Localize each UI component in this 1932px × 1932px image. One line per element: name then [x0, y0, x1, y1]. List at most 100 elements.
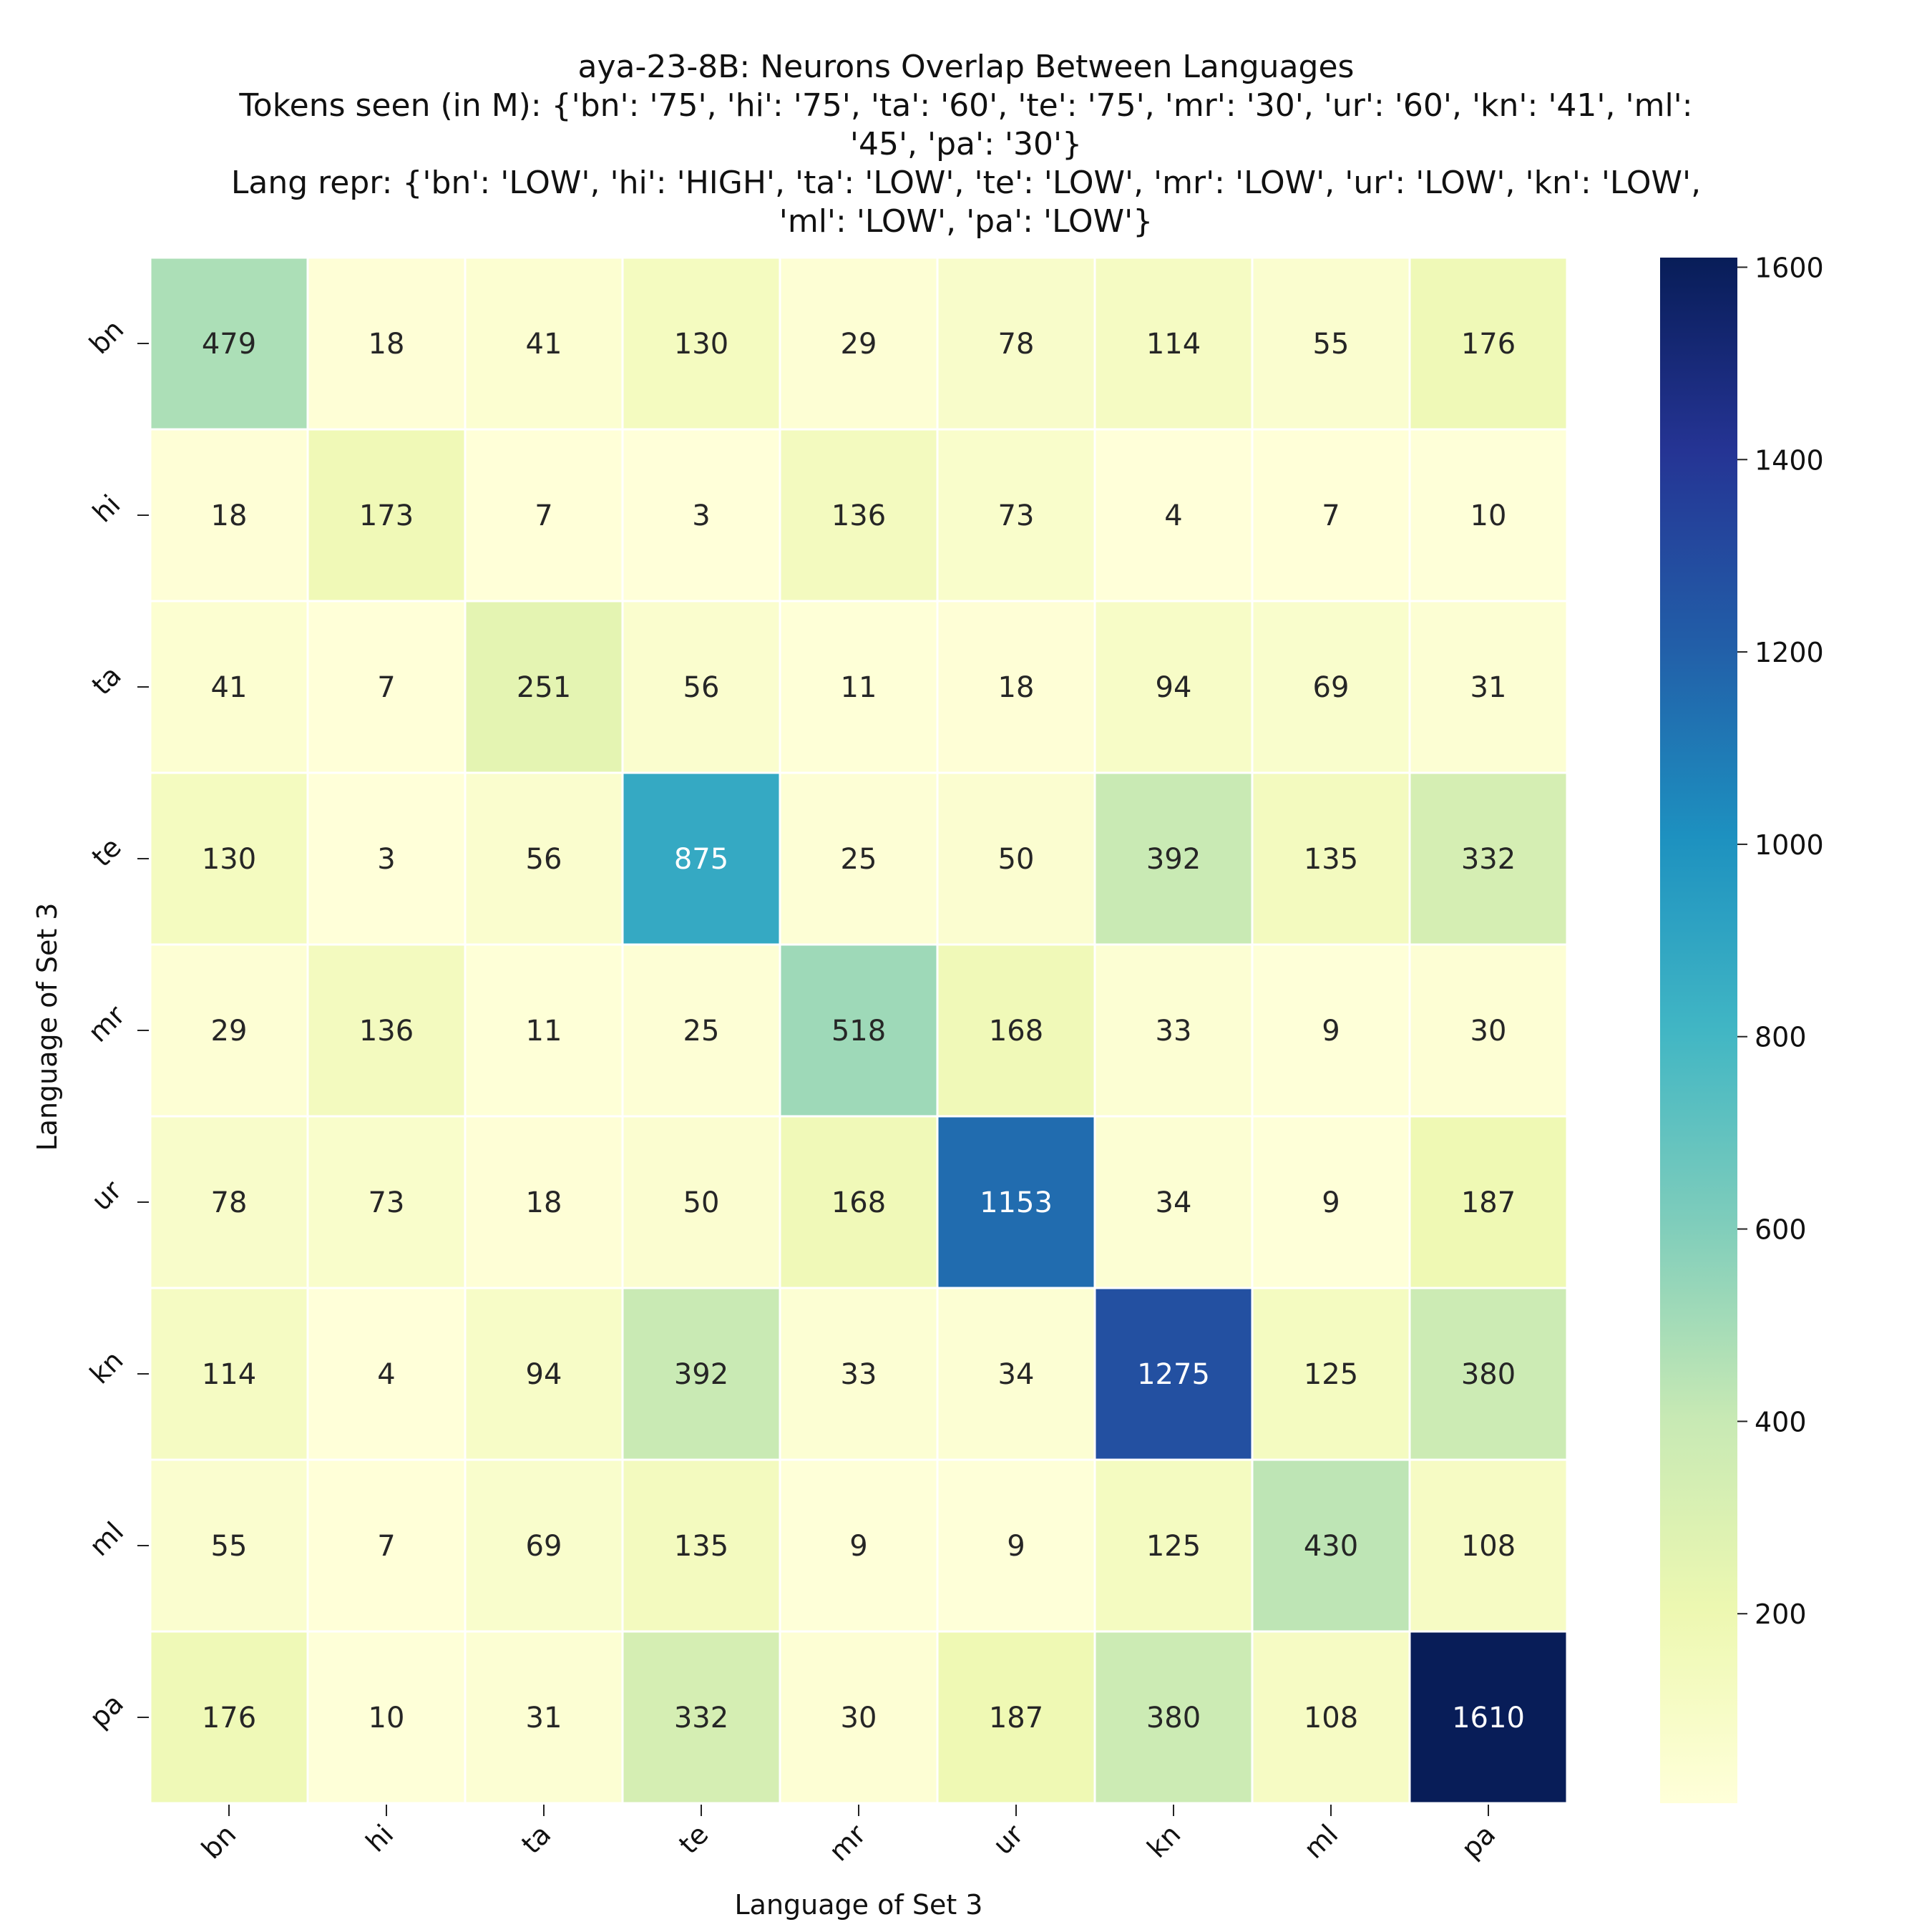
x-tick-labels: bn hi ta te mr ur kn ml pa [195, 1805, 1501, 1868]
cell-value-te-ur: 50 [998, 843, 1035, 876]
heatmap-cell-ur-kn [1093, 1115, 1254, 1289]
cell-value-ml-ml: 430 [1304, 1530, 1358, 1563]
heatmap-cell-mr-mr [779, 943, 939, 1118]
cell-value-te-hi: 3 [377, 843, 395, 876]
heatmap-cell-pa-hi [306, 1630, 467, 1805]
cell-value-hi-ur: 73 [998, 499, 1035, 532]
colorbar-tick-label-1000: 1000 [1755, 829, 1824, 861]
heatmap-cell-ta-hi [306, 600, 467, 774]
heatmap-cell-pa-pa [1408, 1630, 1568, 1805]
colorbar-tick-label-800: 800 [1755, 1022, 1807, 1053]
cell-value-pa-pa: 1610 [1452, 1702, 1525, 1735]
x-tick-label-bn: bn [195, 1818, 242, 1865]
heatmap-cell-ur-pa [1408, 1115, 1568, 1289]
x-tick-label-te: te [673, 1818, 714, 1860]
cell-value-te-te: 875 [674, 843, 728, 876]
colorbar-tick-label-1600: 1600 [1755, 252, 1824, 283]
cell-value-kn-mr: 33 [841, 1358, 877, 1391]
heatmap-cell-ta-bn [149, 600, 309, 774]
cell-value-pa-mr: 30 [841, 1702, 877, 1735]
heatmap-cell-bn-pa [1408, 256, 1568, 431]
heatmap-cell-kn-ml [1251, 1287, 1411, 1461]
title-line-1: aya-23-8B: Neurons Overlap Between Langu… [577, 49, 1355, 85]
cell-value-te-pa: 332 [1461, 843, 1516, 876]
heatmap-cell-mr-ur [936, 943, 1096, 1118]
x-tick-label-kn: kn [1141, 1818, 1187, 1864]
cell-value-bn-ur: 78 [998, 328, 1035, 361]
cell-value-te-mr: 25 [841, 843, 877, 876]
heatmap-cell-te-ta [464, 771, 624, 946]
heatmap-cell-hi-ta [464, 428, 624, 602]
x-tick-label-ur: ur [987, 1818, 1029, 1860]
cell-value-ta-kn: 94 [1156, 671, 1192, 704]
heatmap-cell-hi-bn [149, 428, 309, 602]
cell-value-bn-kn: 114 [1146, 328, 1201, 361]
heatmap-cell-ta-mr [779, 600, 939, 774]
heatmap-cell-ml-hi [306, 1458, 467, 1633]
cell-value-mr-ta: 11 [526, 1015, 562, 1048]
x-tick-label-ml: ml [1298, 1818, 1345, 1865]
cell-value-ta-mr: 11 [841, 671, 877, 704]
cell-value-mr-hi: 136 [359, 1015, 414, 1048]
title-line-4: Lang repr: {'bn': 'LOW', 'hi': 'HIGH', '… [230, 165, 1702, 201]
colorbar-tick-label-200: 200 [1755, 1599, 1807, 1630]
cell-value-mr-mr: 518 [831, 1015, 886, 1048]
heatmap-cell-te-mr [779, 771, 939, 946]
heatmap-cell-te-bn [149, 771, 309, 946]
heatmap-cell-kn-kn [1093, 1287, 1254, 1461]
cell-value-bn-bn: 479 [202, 328, 256, 361]
cell-value-kn-te: 392 [674, 1358, 728, 1391]
cell-value-pa-bn: 176 [202, 1702, 256, 1735]
cell-value-kn-ml: 125 [1304, 1358, 1358, 1391]
heatmap-cell-pa-ta [464, 1630, 624, 1805]
cell-value-te-kn: 392 [1146, 843, 1201, 876]
cell-value-ur-ur: 1153 [980, 1186, 1053, 1219]
cell-value-ml-hi: 7 [377, 1530, 395, 1563]
heatmap-cell-ml-ta [464, 1458, 624, 1633]
heatmap-cell-kn-te [621, 1287, 781, 1461]
heatmap-cell-ml-bn [149, 1458, 309, 1633]
cell-value-hi-ml: 7 [1322, 499, 1340, 532]
heatmap-cell-ml-pa [1408, 1458, 1568, 1633]
colorbar: 200 400 600 800 1000 1200 1400 1600 [1660, 252, 1824, 1803]
heatmap-cell-bn-te [621, 256, 781, 431]
x-axis-label-text: Language of Set 3 [734, 1889, 983, 1921]
heatmap-cell-mr-kn [1093, 943, 1254, 1118]
heatmap-cell-hi-mr [779, 428, 939, 602]
cell-value-kn-kn: 1275 [1137, 1358, 1210, 1391]
heatmap-cell-hi-pa [1408, 428, 1568, 602]
cell-value-mr-ml: 9 [1322, 1015, 1340, 1048]
y-tick-label-te: te [86, 831, 127, 873]
heatmap-cell-ur-mr [779, 1115, 939, 1289]
cell-value-ml-ur: 9 [1007, 1530, 1025, 1563]
x-tick-label-hi: hi [360, 1818, 400, 1858]
heatmap-cell-hi-ur [936, 428, 1096, 602]
heatmap-cell-ta-ur [936, 600, 1096, 774]
cell-value-mr-te: 25 [683, 1015, 720, 1048]
cell-value-ml-te: 135 [674, 1530, 728, 1563]
heatmap-cell-hi-hi [306, 428, 467, 602]
y-axis-label: Language of Set 3 [31, 902, 63, 1151]
heatmap-cell-hi-te [621, 428, 781, 602]
colorbar-tick-label-600: 600 [1755, 1214, 1807, 1246]
x-tick-label-ta: ta [515, 1818, 557, 1860]
x-tick-label-pa: pa [1455, 1818, 1502, 1865]
heatmap-cell-bn-bn [149, 256, 309, 431]
cell-value-bn-te: 130 [674, 328, 728, 361]
cell-value-bn-hi: 18 [369, 328, 405, 361]
cell-value-ur-mr: 168 [831, 1186, 886, 1219]
cell-value-ml-pa: 108 [1461, 1530, 1516, 1563]
heatmap-cell-pa-kn [1093, 1630, 1254, 1805]
cell-value-hi-mr: 136 [831, 499, 886, 532]
cell-value-ur-bn: 78 [211, 1186, 248, 1219]
cell-value-kn-pa: 380 [1461, 1358, 1516, 1391]
cell-value-pa-ml: 108 [1304, 1702, 1358, 1735]
cell-value-bn-ml: 55 [1313, 328, 1350, 361]
y-tick-label-ml: ml [83, 1516, 130, 1562]
heatmap-cell-pa-te [621, 1630, 781, 1805]
heatmap-cell-mr-ta [464, 943, 624, 1118]
cell-value-hi-hi: 173 [359, 499, 414, 532]
x-tick-label-mr: mr [823, 1818, 872, 1868]
heatmap-cell-mr-bn [149, 943, 309, 1118]
cell-value-ur-ml: 9 [1322, 1186, 1340, 1219]
